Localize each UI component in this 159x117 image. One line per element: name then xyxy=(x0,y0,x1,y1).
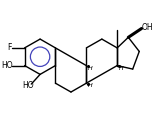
Text: HO: HO xyxy=(1,61,13,70)
Text: H: H xyxy=(88,83,93,88)
Text: HO: HO xyxy=(22,81,34,90)
Text: H: H xyxy=(88,66,93,71)
Text: F: F xyxy=(7,43,11,52)
Text: OH: OH xyxy=(141,23,153,32)
Text: H: H xyxy=(119,66,123,71)
